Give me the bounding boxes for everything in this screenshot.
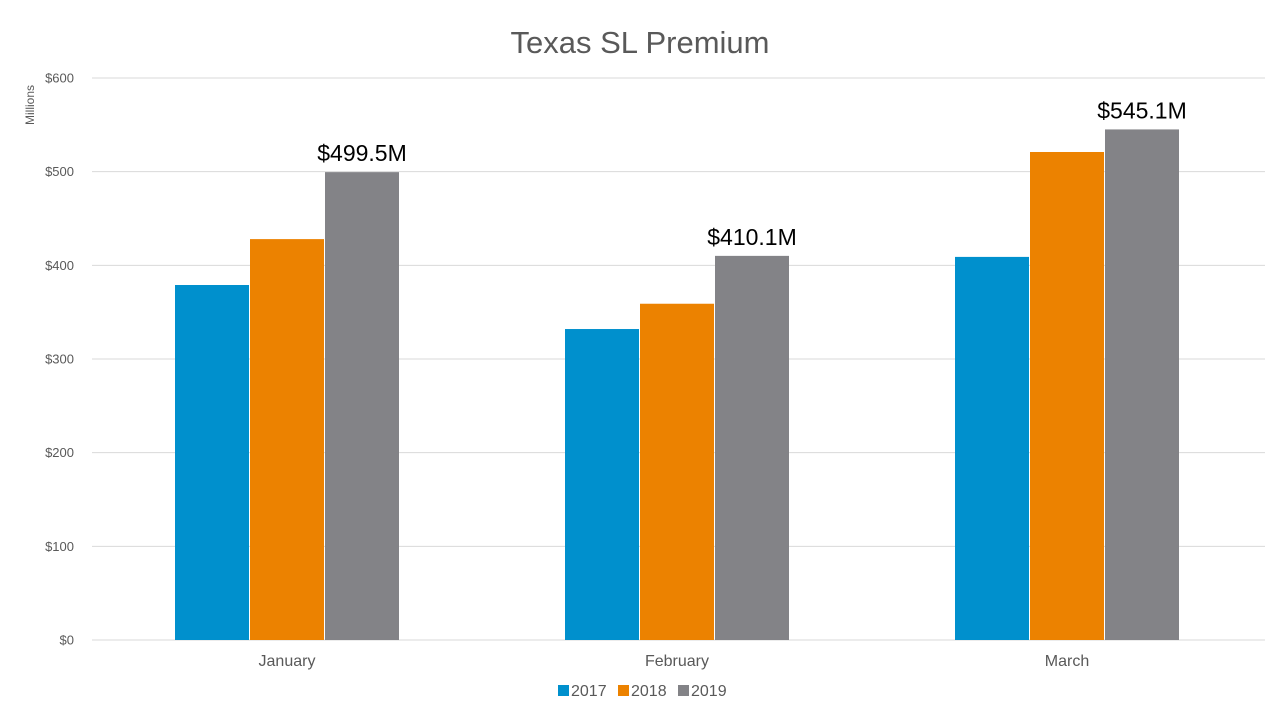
bar-2019-february — [715, 255, 789, 641]
y-tick-label: $300 — [45, 352, 74, 367]
legend-swatch — [678, 685, 689, 696]
legend-label: 2017 — [571, 683, 607, 700]
legend-swatch — [618, 685, 629, 696]
data-label: $410.1M — [707, 224, 797, 250]
x-tick-label: March — [1045, 653, 1089, 670]
bar-2017-february — [565, 329, 639, 640]
y-axis-label: Millions — [23, 85, 37, 125]
bar-2019-march — [1105, 129, 1179, 640]
x-tick-label: January — [259, 653, 316, 670]
data-label: $499.5M — [317, 140, 407, 166]
bar-2018-march — [1030, 151, 1104, 640]
y-tick-label: $200 — [45, 445, 74, 460]
legend-label: 2019 — [691, 683, 727, 700]
x-tick-label: February — [645, 653, 709, 670]
legend-item-2019[interactable]: 2019 — [678, 683, 727, 700]
legend-item-2017[interactable]: 2017 — [558, 683, 607, 700]
y-tick-label: $0 — [60, 633, 74, 648]
legend-label: 2018 — [631, 683, 667, 700]
y-tick-label: $600 — [45, 71, 74, 86]
data-label: $545.1M — [1097, 97, 1187, 123]
y-axis-ticks: $0 $100 $200 $300 $400 $500 $600 — [45, 71, 74, 648]
x-axis-ticks: January February March — [259, 653, 1090, 670]
bars — [175, 129, 1179, 641]
data-labels: $499.5M $410.1M $545.1M — [317, 97, 1187, 249]
y-tick-label: $500 — [45, 164, 74, 179]
bar-2017-march — [955, 256, 1029, 640]
legend-item-2018[interactable]: 2018 — [618, 683, 667, 700]
y-tick-label: $100 — [45, 539, 74, 554]
bar-2017-january — [175, 285, 249, 640]
bar-2018-january — [250, 239, 324, 640]
bar-2018-february — [640, 303, 714, 640]
legend[interactable]: 2017 2018 2019 — [558, 683, 727, 700]
y-tick-label: $400 — [45, 258, 74, 273]
bar-2019-january — [325, 172, 399, 640]
chart-title: Texas SL Premium — [511, 25, 770, 60]
legend-swatch — [558, 685, 569, 696]
